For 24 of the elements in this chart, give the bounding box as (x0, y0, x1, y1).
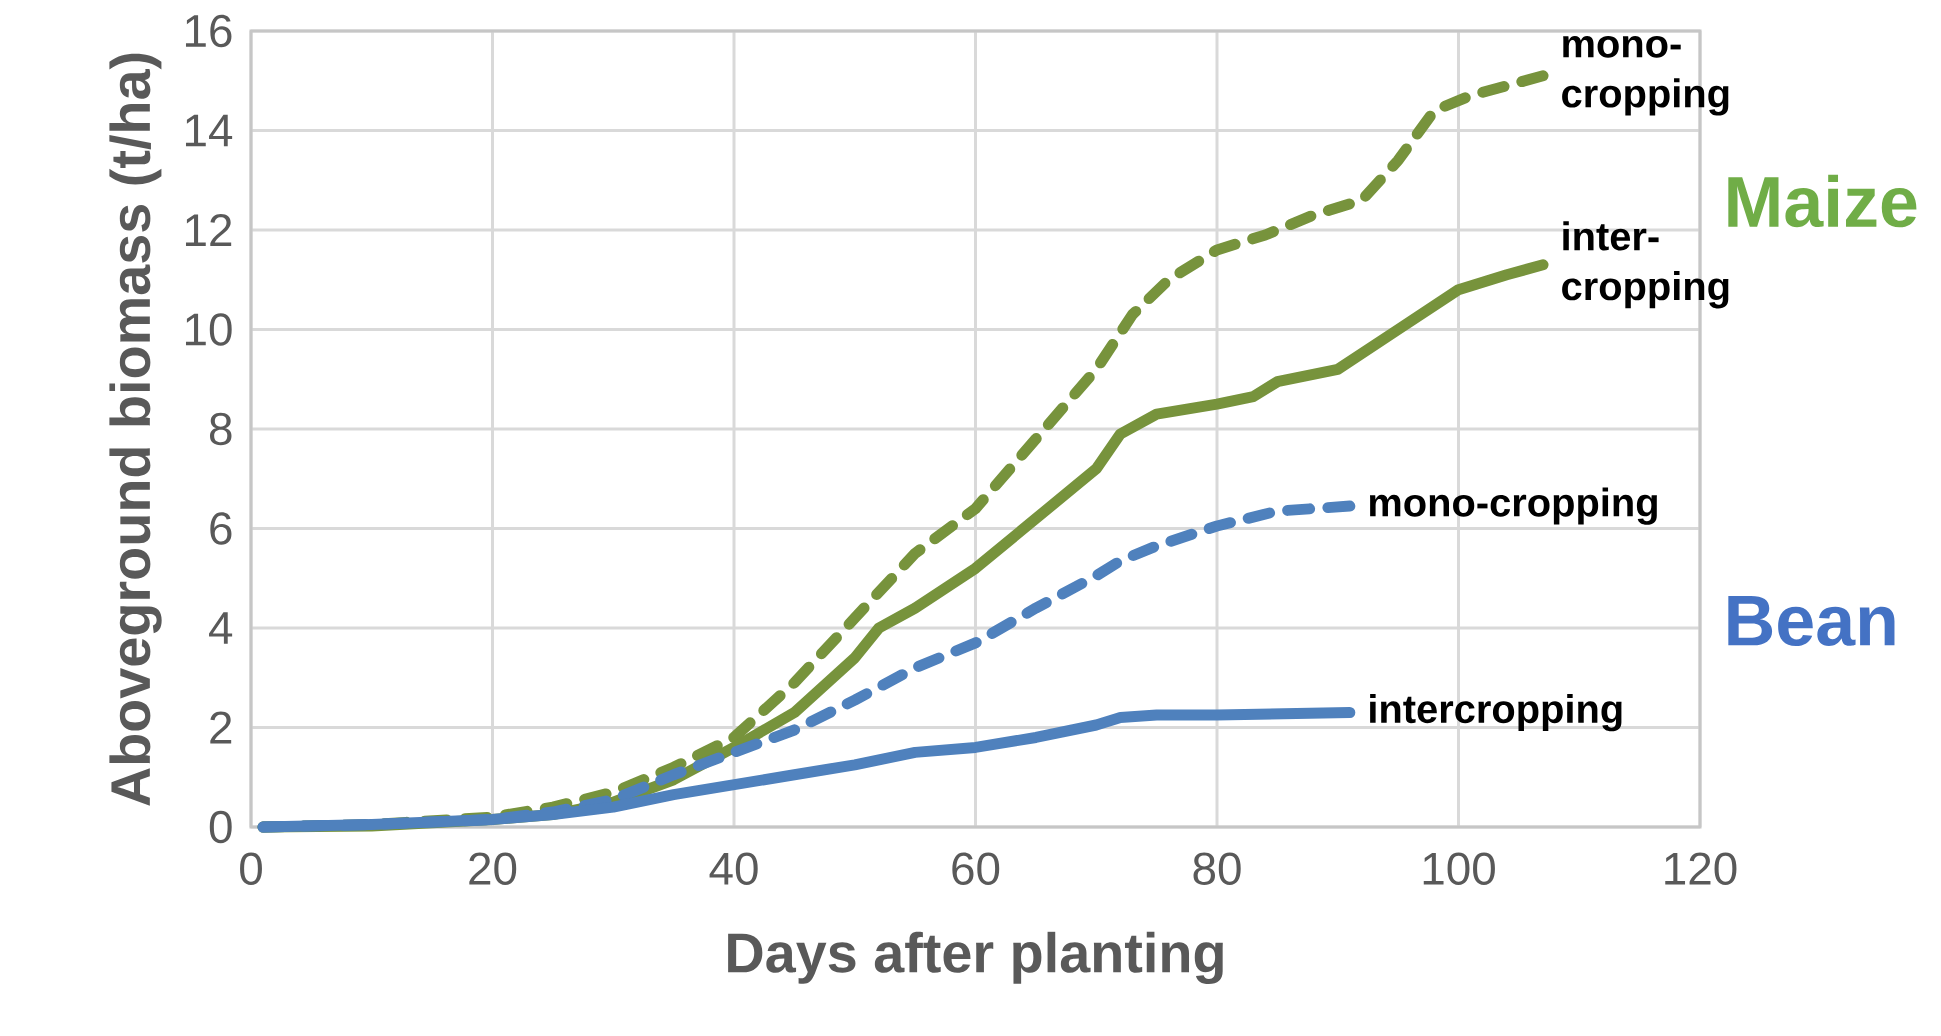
y-axis-title: Aboveground biomass (t/ha) (109, 53, 162, 806)
y-tick-label: 2 (210, 711, 232, 744)
y-tick-label: 0 (209, 810, 232, 844)
text: Bean (1728, 595, 1895, 647)
y-tick-label: 8 (209, 412, 232, 446)
x-tick-label: 100 (1423, 852, 1495, 885)
y-tick-label: 4 (209, 612, 233, 644)
y-tick-label: 14 (185, 114, 233, 147)
series-label: intercropping (1370, 693, 1622, 732)
x-axis-title: Days after planting (728, 931, 1223, 985)
x-tick-label: 60 (952, 852, 1000, 885)
text: Maize (1728, 174, 1917, 228)
y-tick-label: 12 (185, 213, 232, 246)
y-tick-label: 6 (210, 512, 232, 545)
series-label: mono-cropping (1369, 487, 1657, 525)
x-tick-label: 0 (240, 852, 262, 885)
x-tick-label: 40 (709, 852, 758, 885)
y-tick-label: 16 (185, 14, 232, 48)
x-tick-label: 80 (1193, 852, 1241, 885)
series-label: inter-cropping (1562, 221, 1729, 309)
x-tick-label: 120 (1665, 852, 1737, 885)
y-tick-label: 10 (185, 313, 232, 346)
series-label: mono-cropping (1562, 35, 1729, 116)
x-tick-label: 20 (469, 852, 517, 885)
